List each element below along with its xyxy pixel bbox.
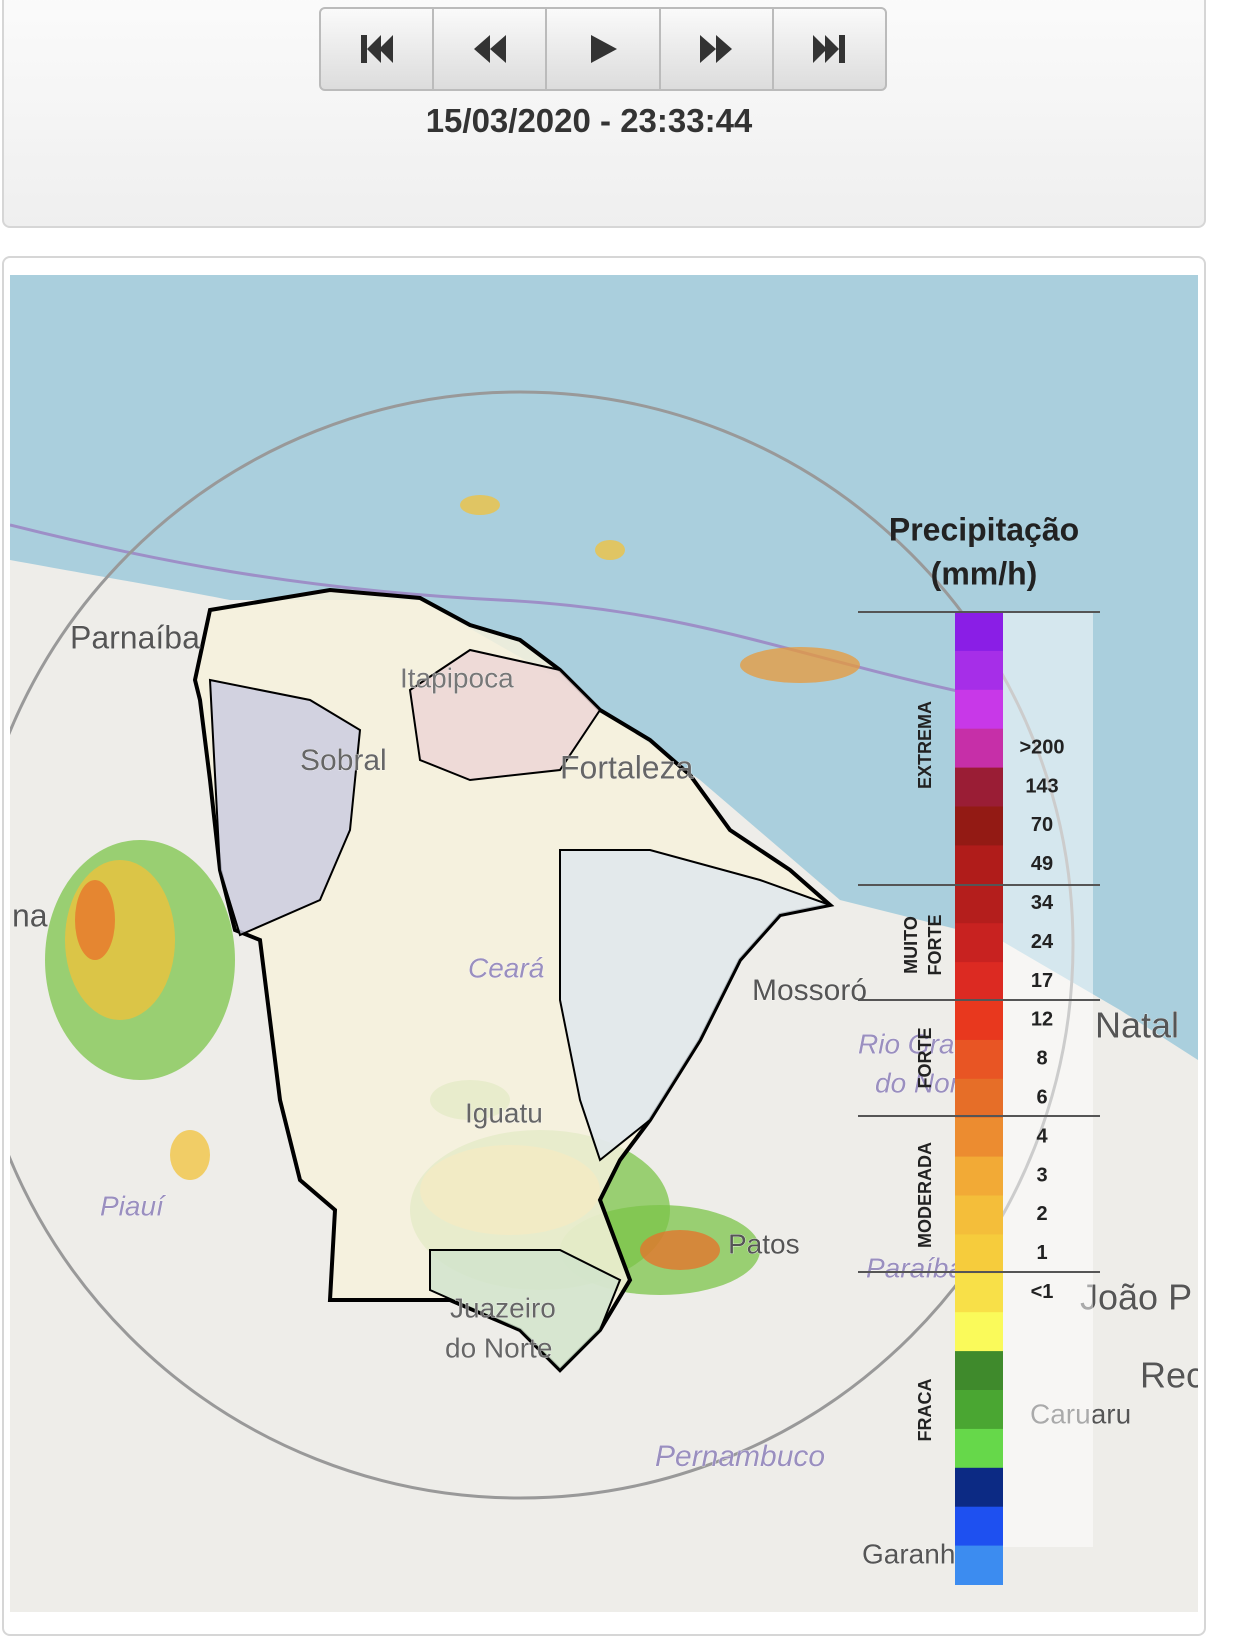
region xyxy=(408,648,602,782)
legend-title: (mm/h) xyxy=(931,555,1038,591)
legend-category: MODERADA xyxy=(915,1142,935,1248)
map-label: Parnaíba xyxy=(70,619,200,655)
legend-swatch xyxy=(955,728,1003,769)
map-label: Paraíba xyxy=(866,1252,964,1283)
map-label: Itapipoca xyxy=(400,662,514,693)
legend-label: 12 xyxy=(1031,1009,1053,1031)
map-label: Piauí xyxy=(100,1190,167,1221)
legend-label: 6 xyxy=(1036,1087,1047,1109)
legend-swatch xyxy=(955,884,1003,924)
map-label: Mossoró xyxy=(752,974,867,1007)
legend-swatch xyxy=(955,1351,1003,1391)
next-button[interactable] xyxy=(661,9,774,89)
legend-swatch xyxy=(955,1234,1003,1274)
legend-category: MUITO FORTE xyxy=(901,915,945,976)
legend-swatch xyxy=(955,845,1003,885)
legend-swatch xyxy=(955,962,1003,1002)
player-controls xyxy=(319,7,887,91)
legend-label: 2 xyxy=(1036,1203,1047,1225)
legend-swatch xyxy=(955,767,1003,807)
region xyxy=(559,849,834,1162)
legend-swatch xyxy=(955,1156,1003,1196)
legend-swatch xyxy=(955,650,1003,691)
legend-swatch xyxy=(955,1078,1003,1119)
map-label: Ceará xyxy=(468,952,544,983)
timestamp: 15/03/2020 - 23:33:44 xyxy=(425,102,753,139)
map-label: Fortaleza xyxy=(560,749,694,785)
legend-swatch xyxy=(955,923,1003,963)
legend-label: 70 xyxy=(1031,814,1053,836)
legend-swatch xyxy=(955,1001,1003,1041)
legend-swatch xyxy=(955,1312,1003,1352)
legend-category: FRACA xyxy=(915,1379,935,1442)
previous-button[interactable] xyxy=(434,9,548,89)
first-button[interactable] xyxy=(321,9,435,89)
legend-title: Precipitação xyxy=(889,511,1079,547)
region xyxy=(429,1249,622,1372)
legend-swatch xyxy=(955,1195,1003,1235)
map-label: Sobral xyxy=(300,744,387,777)
map-label: Juazeiro xyxy=(450,1292,556,1323)
legend-swatch xyxy=(955,1273,1003,1313)
legend-swatch xyxy=(955,689,1003,730)
legend-swatch xyxy=(955,1428,1003,1469)
map-label: Iguatu xyxy=(465,1097,543,1128)
legend-swatch xyxy=(955,1545,1003,1585)
legend-label: 17 xyxy=(1031,970,1053,992)
map-label: João P xyxy=(1080,1277,1192,1318)
legend-label: 8 xyxy=(1036,1048,1047,1070)
region xyxy=(208,678,362,937)
play-button[interactable] xyxy=(547,9,661,89)
legend-swatch xyxy=(955,1117,1003,1158)
legend-label: 4 xyxy=(1036,1125,1048,1147)
legend-category: FORTE xyxy=(915,1028,935,1089)
legend-label: 49 xyxy=(1031,853,1053,875)
last-button[interactable] xyxy=(774,9,885,89)
map-label: Rec xyxy=(1140,1355,1198,1396)
map-label: Natal xyxy=(1095,1005,1179,1046)
legend-label: 1 xyxy=(1036,1242,1047,1264)
map-label: na xyxy=(12,897,48,933)
legend-label: 24 xyxy=(1031,931,1054,953)
radar-map: Parnaíba na Sobral Itapipoca Fortaleza Ceará M… xyxy=(10,275,1198,1612)
legend-label: 34 xyxy=(1031,892,1054,914)
legend-label: 3 xyxy=(1036,1164,1047,1186)
legend-label: <1 xyxy=(1031,1281,1054,1303)
legend-category: EXTREMA xyxy=(915,701,935,789)
legend-swatch xyxy=(955,612,1003,652)
legend-swatch xyxy=(955,1506,1003,1547)
legend-swatch xyxy=(955,1039,1003,1080)
legend-label: 143 xyxy=(1025,775,1058,797)
map-label: Pernambuco xyxy=(655,1440,825,1473)
legend-swatch xyxy=(955,806,1003,846)
legend-glow xyxy=(1003,612,1093,1547)
map-label: Patos xyxy=(728,1228,800,1259)
legend-swatch xyxy=(955,1390,1003,1430)
map-label: do Norte xyxy=(445,1332,552,1363)
legend-swatch xyxy=(955,1467,1003,1508)
legend-label: >200 xyxy=(1019,736,1064,758)
